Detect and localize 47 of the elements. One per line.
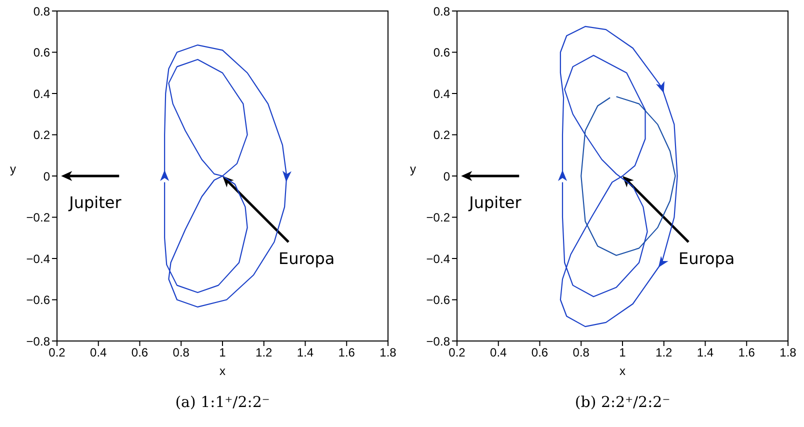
text: (a) 1:1⁺/2:2⁻	[175, 393, 270, 411]
y-tick-label: 0.2	[433, 128, 450, 142]
x-tick-label: 1.4	[696, 346, 714, 360]
x-tick-label: 0.6	[531, 346, 548, 360]
x-tick-label: 1.2	[656, 346, 673, 360]
y-tick-label: −0.4	[426, 252, 450, 266]
x-tick-label: 1.6	[338, 346, 356, 360]
x-tick-label: 0.8	[572, 346, 590, 360]
x-tick-label: 0.4	[90, 346, 108, 360]
x-tick-label: 1.8	[380, 346, 397, 360]
x-tick-label: 1	[219, 346, 226, 360]
y-tick-label: 0.4	[33, 86, 50, 101]
y-tick-label: 0.6	[33, 46, 50, 60]
y-tick-label: 0.4	[433, 86, 450, 101]
annotation: Jupiter	[68, 193, 122, 212]
annotation: Europa	[278, 249, 335, 268]
y-tick-label: −0.6	[26, 293, 50, 308]
line-series	[580, 96, 676, 256]
y-tick-label: 0	[43, 169, 50, 184]
y-tick-label: −0.2	[426, 210, 450, 225]
annotation: Europa	[678, 249, 735, 268]
x-tick-label: 0.6	[131, 346, 148, 360]
x-tick-label: 0.2	[448, 346, 466, 360]
y-tick-label: −0.8	[26, 334, 50, 348]
y-tick-label: 0.8	[433, 4, 450, 18]
y-tick-label: −0.6	[426, 293, 450, 308]
y-tick-label: −0.8	[426, 334, 450, 348]
y-tick-label: 0.8	[33, 4, 50, 18]
y-axis-title: y	[410, 162, 416, 176]
x-tick-label: 1.2	[256, 346, 273, 360]
y-tick-label: 0	[443, 169, 450, 184]
x-axis-title: x	[620, 364, 626, 378]
x-tick-label: 1.6	[738, 346, 756, 360]
x-tick-label: 0.4	[490, 346, 508, 360]
y-tick-label: 0.2	[33, 128, 50, 142]
x-tick-label: 1.8	[780, 346, 797, 360]
text: (b) 2:2⁺/2:2⁻	[574, 393, 670, 411]
annotation: Jupiter	[468, 193, 522, 212]
x-tick-label: 0.2	[48, 346, 66, 360]
y-tick-label: −0.4	[26, 252, 50, 266]
y-tick-label: 0.6	[433, 46, 450, 60]
x-axis-title: x	[220, 364, 226, 378]
x-tick-label: 0.8	[172, 346, 190, 360]
x-tick-label: 1	[619, 346, 626, 360]
y-tick-label: −0.2	[26, 210, 50, 225]
x-tick-label: 1.4	[296, 346, 314, 360]
y-axis-title: y	[10, 162, 16, 176]
